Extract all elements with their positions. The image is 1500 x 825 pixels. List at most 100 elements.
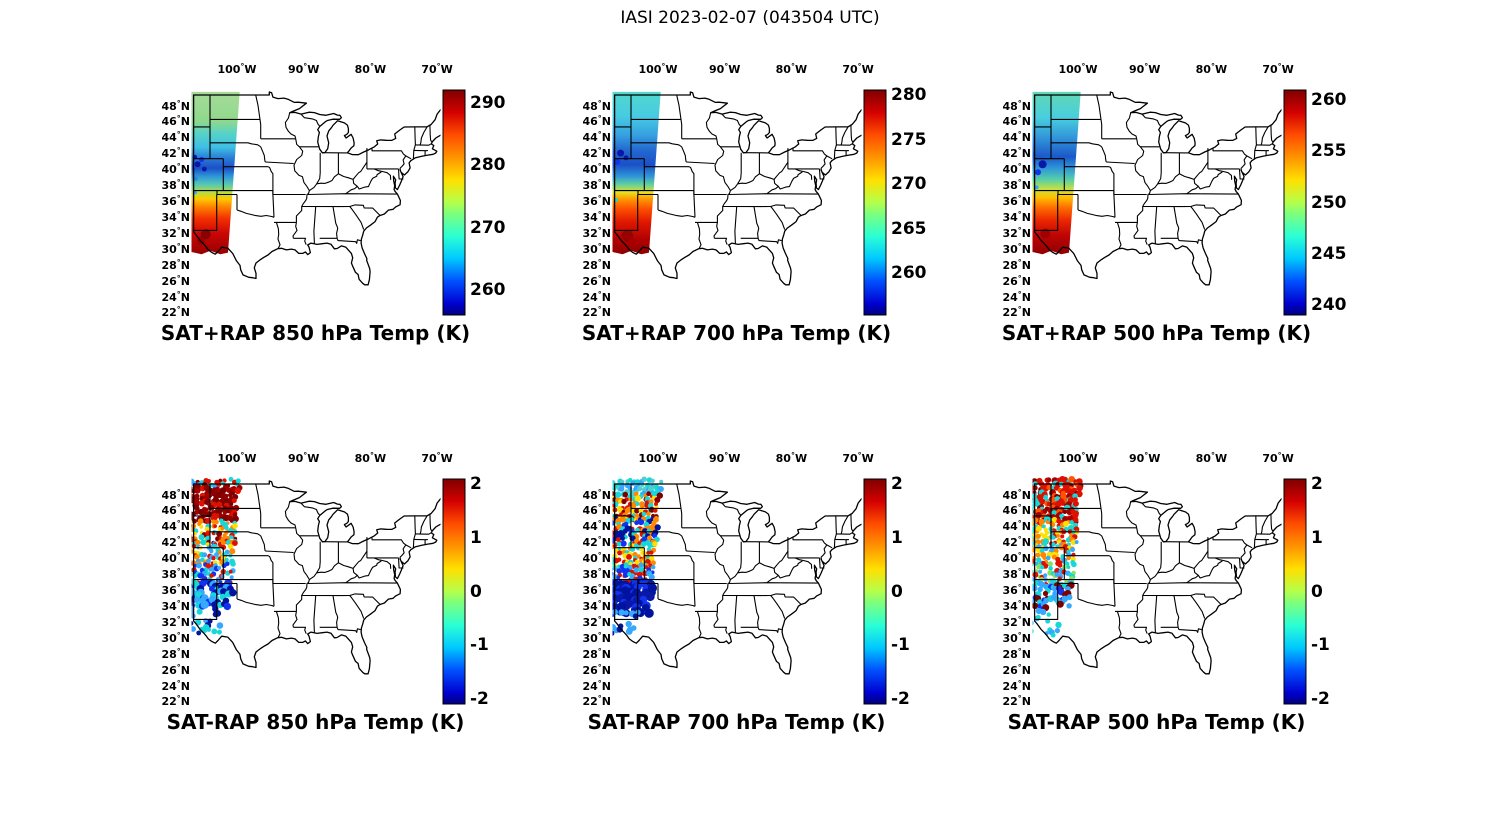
degree-symbol: ° [176,487,181,497]
lon-tick-70w: 70°W [421,62,453,76]
lat-tick-46n: 46°N [582,114,611,129]
lat-tick-30n: 30°N [582,630,611,645]
colorbar-tick--2: -2 [1311,688,1330,709]
degree-symbol: ° [790,62,795,71]
colorbar-tick-290: 290 [470,92,506,113]
lat-tick-38n: 38°N [582,567,611,582]
figure-title: IASI 2023-02-07 (043504 UTC) [620,8,880,28]
lat-tick-36n: 36°N [582,194,611,209]
colorbar-tick-2: 2 [470,474,482,495]
us-map-fill [614,92,862,285]
lon-tick-90w: 90°W [1128,451,1161,465]
degree-symbol: ° [597,662,602,672]
observation-swath [612,91,661,255]
lat-tick-40n: 40°N [582,551,611,566]
lat-tick-40n: 40°N [161,162,190,177]
lon-tick-80w: 80°W [354,62,387,76]
panel-title-sat_minus_rap_500: SAT-RAP 500 hPa Temp (K) [1007,710,1306,734]
lat-tick-28n: 28°N [1002,257,1031,272]
us-map-fill [193,481,441,674]
lat-tick-36n: 36°N [161,194,190,209]
degree-symbol: ° [176,519,181,529]
degree-symbol: ° [303,451,308,460]
state-borders [192,91,441,286]
colorbar-tick-260: 260 [891,263,927,284]
degree-symbol: ° [597,614,602,624]
degree-symbol: ° [857,62,862,71]
map-canvas-sat_minus_rap_850 [191,476,466,705]
lon-tick-70w: 70°W [842,62,874,76]
colorbar-tick-1: 1 [1311,527,1323,548]
lat-tick-48n: 48°N [1002,98,1031,113]
lat-tick-44n: 44°N [582,130,611,145]
degree-symbol: ° [176,194,181,204]
map-canvas-sat_minus_rap_500 [1032,476,1307,705]
degree-symbol: ° [857,451,862,460]
lat-tick-42n: 42°N [1002,535,1031,550]
degree-symbol: ° [176,662,181,672]
degree-symbol: ° [369,62,374,71]
colorbar-tick-245: 245 [1311,243,1347,264]
us-map-outline [1033,480,1282,675]
degree-symbol: ° [176,305,181,315]
lat-tick-40n: 40°N [582,162,611,177]
lon-tick-90w: 90°W [708,62,741,76]
degree-symbol: ° [724,62,729,71]
lat-tick-22n: 22°N [582,305,611,320]
lon-tick-70w: 70°W [1262,451,1294,465]
degree-symbol: ° [1017,551,1022,561]
degree-symbol: ° [176,241,181,251]
lat-tick-32n: 32°N [582,614,611,629]
degree-symbol: ° [724,451,729,460]
degree-symbol: ° [1017,567,1022,577]
degree-symbol: ° [597,567,602,577]
colorbar-tick-0: 0 [1311,581,1323,602]
colorbar-tick-260: 260 [470,280,506,300]
degree-symbol: ° [176,225,181,235]
colorbar-tick-1: 1 [470,527,482,548]
degree-symbol: ° [1017,503,1022,513]
colorbar-tick-270: 270 [891,174,927,195]
degree-symbol: ° [1017,305,1022,315]
degree-symbol: ° [1017,535,1022,545]
lat-tick-30n: 30°N [1002,241,1031,256]
colorbar-tick-280: 280 [470,155,506,175]
lat-tick-22n: 22°N [161,694,190,709]
degree-symbol: ° [597,225,602,235]
degree-symbol: ° [597,535,602,545]
lat-tick-42n: 42°N [1002,146,1031,161]
colorbar [442,478,466,705]
lat-tick-48n: 48°N [161,487,190,502]
lat-tick-36n: 36°N [1002,583,1031,598]
lat-tick-26n: 26°N [161,273,190,288]
us-map-outline [192,91,441,286]
colorbar-tick-250: 250 [1311,192,1347,213]
degree-symbol: ° [176,535,181,545]
lat-tick-24n: 24°N [582,678,611,693]
degree-symbol: ° [1017,162,1022,172]
colorbar-tick-1: 1 [891,527,903,548]
lat-tick-28n: 28°N [582,257,611,272]
lat-tick-48n: 48°N [161,98,190,113]
lat-tick-24n: 24°N [582,289,611,304]
lat-tick-48n: 48°N [582,98,611,113]
panel-sat_minus_rap_700: 100°W 90°W 80°W 70°W 48°N 46°N 44°N 42°N 40°N 38°… [576,449,996,789]
lat-tick-38n: 38°N [161,567,190,582]
degree-symbol: ° [1017,583,1022,593]
map-canvas-sat_plus_rap_700 [612,89,887,316]
lon-tick-100w: 100°W [217,62,257,76]
degree-symbol: ° [1210,451,1215,460]
lon-tick-80w: 80°W [775,62,808,76]
degree-symbol: ° [597,646,602,656]
degree-symbol: ° [1017,662,1022,672]
degree-symbol: ° [790,451,795,460]
colorbar-tick-2: 2 [1311,474,1323,495]
lat-tick-32n: 32°N [161,614,190,629]
lat-tick-42n: 42°N [582,146,611,161]
panel-title-sat_minus_rap_850: SAT-RAP 850 hPa Temp (K) [166,710,465,734]
lat-tick-44n: 44°N [1002,130,1031,145]
state-borders [1033,91,1282,286]
degree-symbol: ° [176,289,181,299]
degree-symbol: ° [1017,194,1022,204]
